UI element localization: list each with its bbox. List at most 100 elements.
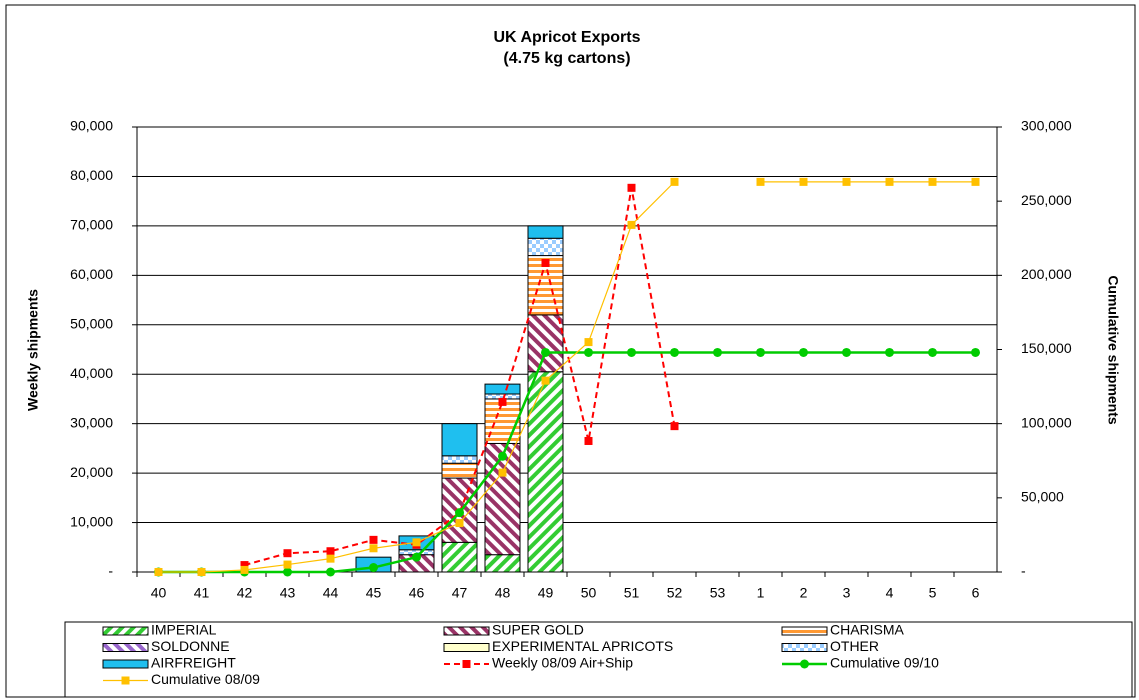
x-tick-label: 46: [409, 585, 425, 601]
x-tick-label: 42: [237, 585, 253, 601]
x-tick-label: 51: [624, 585, 640, 601]
legend-label: AIRFREIGHT: [151, 655, 236, 671]
bar-segment: [527, 371, 564, 573]
bar-segment: [527, 314, 564, 373]
x-tick-label: 49: [538, 585, 554, 601]
y-tick-label: 50,000: [70, 315, 113, 331]
legend-box: [64, 621, 1133, 698]
x-tick-label: 50: [581, 585, 597, 601]
line-marker: [928, 347, 937, 357]
line-marker: [713, 347, 722, 357]
line-marker: [627, 220, 636, 229]
bar-segment: [441, 541, 478, 573]
line-marker: [670, 347, 679, 357]
y2-tick-label: 300,000: [1021, 118, 1072, 134]
line-marker: [326, 547, 335, 556]
bar-segment: [441, 455, 478, 464]
x-tick-label: 47: [452, 585, 468, 601]
line-marker: [240, 561, 249, 570]
bar-segment: [527, 237, 564, 257]
y-tick-label: 70,000: [70, 217, 113, 233]
y2-tick-label: 100,000: [1021, 414, 1072, 430]
line-marker: [584, 347, 593, 357]
x-tick-label: 3: [843, 585, 851, 601]
line-marker: [627, 347, 636, 357]
line-marker: [541, 258, 550, 267]
line-marker: [670, 177, 679, 186]
legend-label: SOLDONNE: [151, 638, 230, 654]
line-marker: [971, 347, 980, 357]
y-tick-label: 90,000: [70, 118, 113, 134]
legend-swatch: [102, 659, 149, 669]
legend-swatch: [781, 643, 828, 652]
x-tick-label: 44: [323, 585, 339, 601]
line-marker: [455, 519, 464, 528]
line-marker: [584, 436, 593, 445]
y2-tick-label: 200,000: [1021, 266, 1072, 282]
legend-swatch: [102, 643, 149, 652]
line-marker: [498, 397, 507, 406]
x-tick-label: 40: [151, 585, 167, 601]
legend-swatch: [443, 626, 490, 636]
line-marker: [756, 347, 765, 357]
line-series: [244, 187, 676, 567]
bar-segment: [484, 442, 521, 556]
line-marker: [885, 177, 894, 186]
legend-swatch: [781, 626, 828, 636]
line-marker: [369, 563, 378, 573]
bar-segment: [441, 462, 478, 479]
legend-swatch: [443, 643, 490, 652]
legend-label: CHARISMA: [830, 622, 905, 638]
x-tick-label: 43: [280, 585, 296, 601]
bar-segment: [484, 383, 521, 395]
y-tick-label: 80,000: [70, 167, 113, 183]
x-tick-label: 5: [929, 585, 937, 601]
legend-label: Weekly 08/09 Air+Ship: [492, 655, 633, 671]
line-marker: [455, 508, 464, 518]
x-tick-label: 6: [972, 585, 980, 601]
y-tick-label: 10,000: [70, 513, 113, 529]
bar-segment: [527, 225, 564, 239]
line-marker: [799, 347, 808, 357]
line-marker: [885, 347, 894, 357]
legend-swatch: [102, 626, 149, 636]
legend-label: Cumulative 08/09: [151, 671, 260, 687]
y-axis-label: Weekly shipments: [25, 289, 41, 411]
line-marker: [369, 535, 378, 544]
chart-subtitle: (4.75 kg cartons): [503, 50, 630, 67]
y2-tick-label: 250,000: [1021, 192, 1072, 208]
line-marker: [928, 177, 937, 186]
chart-frame: [5, 4, 1136, 698]
y2-tick-label: 50,000: [1021, 489, 1064, 505]
line-marker: [283, 567, 292, 577]
line-marker: [326, 554, 335, 563]
y-tick-label: -: [108, 563, 113, 579]
line-marker: [971, 177, 980, 186]
x-tick-label: 2: [800, 585, 808, 601]
legend-label: Cumulative 09/10: [830, 655, 939, 671]
line-series: [158, 351, 976, 574]
line-marker: [197, 568, 206, 576]
legend-label: EXPERIMENTAL APRICOTS: [492, 638, 673, 654]
y2-tick-label: 150,000: [1021, 340, 1072, 356]
x-tick-label: 45: [366, 585, 382, 601]
legend: IMPERIAL SUPER GOLD CHARISMA SOLDONNE EXPERI…: [102, 622, 939, 687]
x-tick-label: 4: [886, 585, 894, 601]
line-marker: [756, 177, 765, 186]
line-marker: [326, 567, 335, 577]
y2-tick-label: -: [1021, 563, 1026, 579]
x-tick-label: 53: [710, 585, 726, 601]
line-marker: [412, 552, 421, 562]
line-marker: [842, 347, 851, 357]
y-tick-label: 20,000: [70, 464, 113, 480]
line-marker: [498, 468, 507, 477]
y2-axis-label: Cumulative shipments: [1105, 275, 1121, 425]
line-marker: [369, 544, 378, 553]
line-marker: [412, 538, 421, 547]
line-marker: [541, 376, 550, 385]
y-tick-label: 60,000: [70, 266, 113, 282]
line-marker: [462, 660, 471, 668]
y-tick-label: 40,000: [70, 365, 113, 381]
line-marker: [627, 183, 636, 192]
